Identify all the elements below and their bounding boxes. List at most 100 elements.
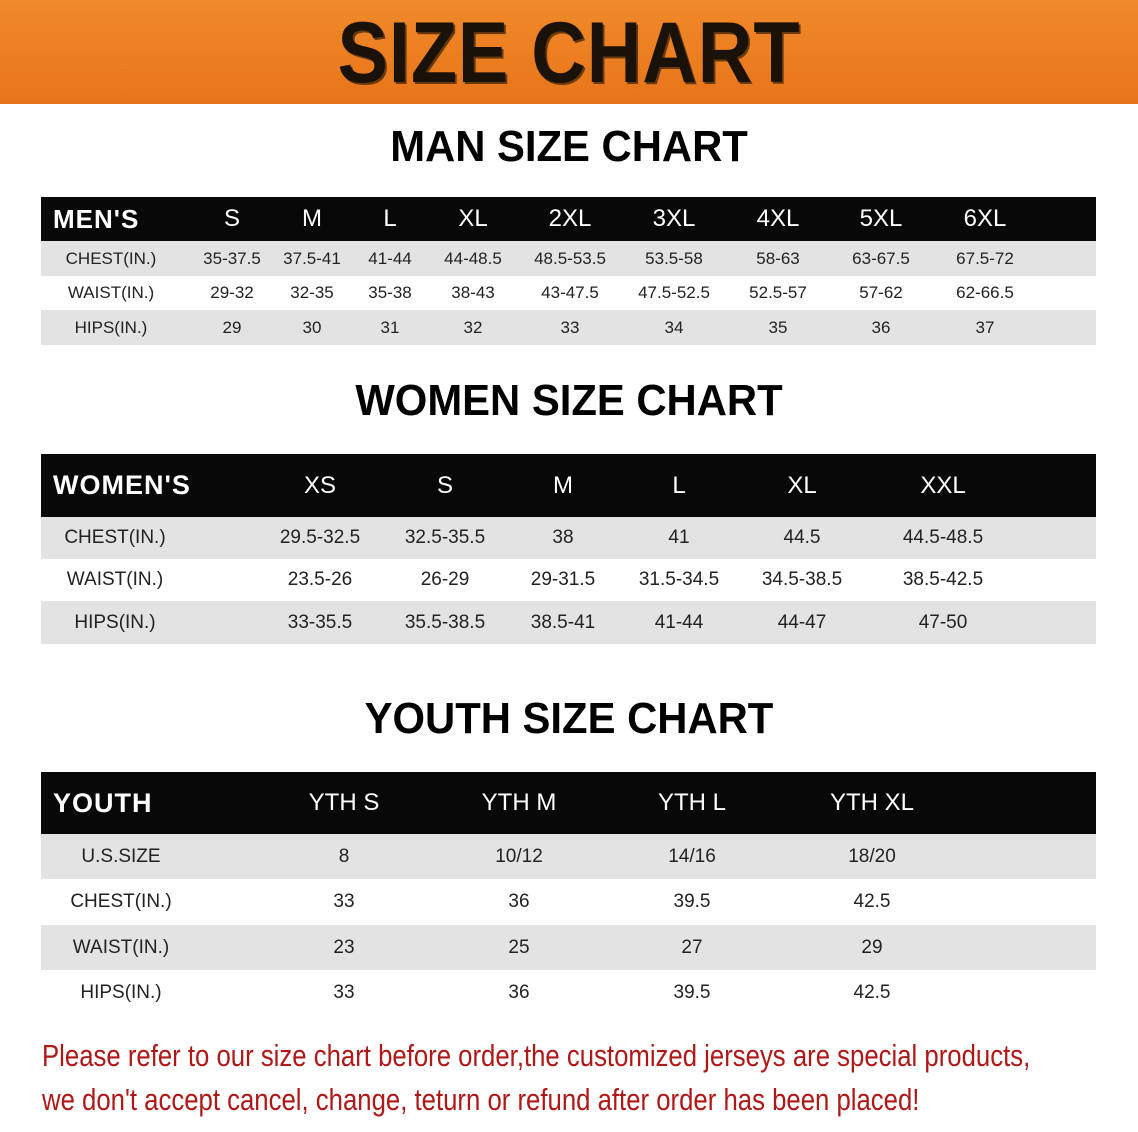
women-size-value: 38 [552, 527, 574, 548]
youth-size-value: 39.5 [673, 891, 711, 912]
youth-size-value: 33 [333, 981, 355, 1003]
women-row-label: CHEST(IN.) [64, 527, 166, 548]
men-size-header: S [223, 205, 240, 232]
women-size-value: 41-44 [654, 611, 704, 633]
women-size-header: XXL [920, 471, 966, 499]
men-size-value: 33 [560, 317, 580, 337]
women-size-value: 38.5-42.5 [902, 569, 984, 590]
men-header-label: MEN'S [53, 203, 140, 234]
youth-header-row: YOUTH YTH S YTH M YTH L YTH XL [41, 772, 1096, 834]
youth-size-value: 39.5 [673, 981, 711, 1003]
youth-header-label: YOUTH [53, 787, 153, 818]
women-size-value: 29-31.5 [530, 569, 596, 590]
women-size-value: 29.5-32.5 [279, 527, 361, 548]
men-size-value: 29-32 [210, 283, 254, 302]
youth-size-header: YTH S [308, 789, 380, 816]
youth-size-header: YTH XL [829, 789, 915, 816]
youth-size-value: 18/20 [848, 845, 896, 867]
men-size-value: 29 [222, 317, 242, 337]
youth-size-value: 42.5 [853, 981, 891, 1003]
women-size-header: L [672, 471, 686, 499]
men-size-value: 52.5-57 [749, 283, 807, 302]
men-size-header: 4XL [756, 205, 800, 232]
men-size-value: 35-37.5 [203, 248, 261, 268]
youth-row-label: WAIST(IN.) [72, 936, 170, 958]
women-row-label: WAIST(IN.) [66, 569, 164, 590]
youth-row-label: HIPS(IN.) [80, 981, 162, 1003]
banner: SIZE CHART [0, 0, 1138, 104]
youth-row-label: CHEST(IN.) [70, 891, 172, 912]
men-size-value: 38-43 [451, 283, 495, 302]
women-size-value: 44.5-48.5 [902, 527, 984, 548]
women-size-value: 23.5-26 [287, 569, 353, 590]
notice-line-1: Please refer to our size chart before or… [42, 1038, 1031, 1073]
women-size-value: 34.5-38.5 [761, 569, 843, 590]
men-header-row: MEN'S S M L XL 2XL 3XL 4XL 5XL 6XL [41, 197, 1096, 241]
men-size-header: 5XL [859, 205, 903, 232]
women-size-value: 35.5-38.5 [404, 611, 486, 633]
youth-size-value: 29 [861, 936, 883, 958]
banner-title: SIZE CHART [337, 5, 801, 101]
youth-section-title: YOUTH SIZE CHART [364, 694, 774, 743]
men-row-label: HIPS(IN.) [74, 317, 148, 337]
women-size-value: 44.5 [783, 527, 821, 548]
men-size-value: 43-47.5 [541, 283, 599, 302]
youth-size-value: 27 [681, 936, 703, 958]
women-table-row: WAIST(IN.) 23.5-26 26-29 29-31.5 31.5-34.5 34… [41, 559, 1096, 601]
women-table-row: HIPS(IN.) 33-35.5 35.5-38.5 38.5-41 41-44 44-… [41, 601, 1096, 644]
men-size-value: 31 [380, 317, 400, 337]
men-size-value: 37.5-41 [283, 248, 341, 268]
youth-size-value: 36 [508, 891, 530, 912]
men-size-header: 2XL [548, 205, 592, 232]
women-size-value: 38.5-41 [530, 611, 596, 633]
men-size-value: 35-38 [368, 283, 412, 302]
men-size-value: 34 [664, 317, 684, 337]
women-size-value: 41 [668, 527, 690, 548]
women-size-value: 32.5-35.5 [404, 527, 486, 548]
women-size-header: M [553, 471, 573, 499]
women-size-header: S [436, 471, 453, 499]
youth-size-value: 8 [338, 845, 350, 867]
youth-size-value: 33 [333, 891, 355, 912]
women-row-label: HIPS(IN.) [74, 611, 156, 633]
men-size-value: 32 [463, 317, 483, 337]
men-size-table: MEN'S S M L XL 2XL 3XL 4XL 5XL 6XL CHEST(IN.) 35-37… [41, 197, 1096, 345]
men-size-header: L [383, 205, 397, 232]
notice-line-2: we don't accept cancel, change, teturn o… [42, 1082, 920, 1117]
men-size-header: M [302, 205, 322, 232]
men-size-header: 3XL [652, 205, 696, 232]
youth-size-value: 42.5 [853, 891, 891, 912]
men-size-value: 36 [871, 317, 891, 337]
men-size-value: 62-66.5 [956, 283, 1014, 302]
men-size-value: 53.5-58 [645, 248, 703, 268]
youth-size-header: YTH M [481, 789, 557, 816]
women-size-header: XS [303, 471, 336, 499]
women-size-value: 31.5-34.5 [638, 569, 720, 590]
men-size-value: 58-63 [756, 248, 800, 268]
women-size-value: 47-50 [918, 611, 968, 633]
men-size-value: 57-62 [859, 283, 903, 302]
men-size-value: 32-35 [290, 283, 334, 302]
men-table-row: HIPS(IN.) 29 30 31 32 33 34 35 36 37 [41, 310, 1096, 345]
men-size-value: 35 [768, 317, 788, 337]
youth-table-row: CHEST(IN.) 33 36 39.5 42.5 [41, 879, 1096, 925]
men-size-header: 6XL [963, 205, 1007, 232]
youth-size-value: 23 [333, 936, 355, 958]
men-size-value: 63-67.5 [852, 248, 910, 268]
youth-size-header: YTH L [657, 789, 726, 816]
men-size-value: 47.5-52.5 [638, 283, 710, 302]
youth-size-table: YOUTH YTH S YTH M YTH L YTH XL U.S.SIZE 8 10/12… [41, 772, 1096, 1015]
youth-table-row: U.S.SIZE 8 10/12 14/16 18/20 [41, 834, 1096, 879]
youth-row-label: U.S.SIZE [81, 845, 161, 867]
women-size-value: 26-29 [420, 569, 470, 590]
youth-size-value: 25 [508, 936, 530, 958]
youth-size-value: 36 [508, 981, 530, 1003]
women-size-value: 33-35.5 [287, 611, 353, 633]
men-size-header: XL [458, 205, 488, 232]
men-row-label: WAIST(IN.) [67, 283, 155, 302]
women-section-title: WOMEN SIZE CHART [355, 376, 783, 425]
men-size-value: 41-44 [368, 248, 412, 268]
men-size-value: 37 [975, 317, 995, 337]
men-row-label: CHEST(IN.) [65, 248, 157, 268]
women-table-row: CHEST(IN.) 29.5-32.5 32.5-35.5 38 41 44.5 44.5… [41, 517, 1096, 559]
